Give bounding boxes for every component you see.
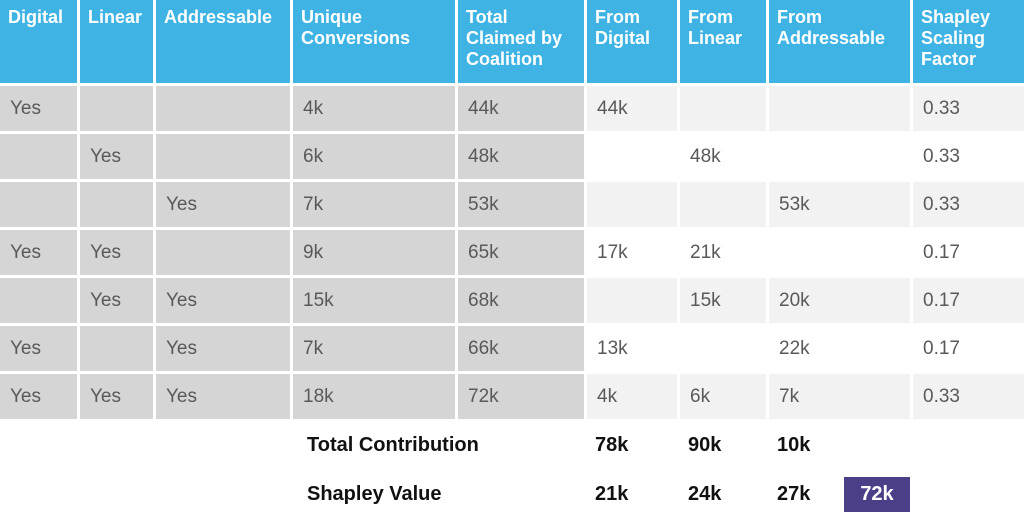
table-cell: 53k <box>458 182 584 227</box>
table-cell <box>769 134 910 179</box>
table-cell: Yes <box>156 326 290 371</box>
table-cell: Yes <box>80 278 153 323</box>
table-cell: 72k <box>458 374 584 419</box>
table-cell <box>156 230 290 275</box>
table-cell: 9k <box>293 230 455 275</box>
table-cell <box>680 182 766 227</box>
shapley-value-from-addressable-cell: 27k 72k <box>769 471 910 517</box>
table-cell: 0.17 <box>913 230 1024 275</box>
column-header-unique-conversions: Unique Conversions <box>293 0 455 83</box>
table-cell: 15k <box>680 278 766 323</box>
column-header-digital: Digital <box>0 0 77 83</box>
table-cell: 4k <box>587 374 677 419</box>
table-cell: 48k <box>680 134 766 179</box>
table-cell: 0.33 <box>913 182 1024 227</box>
table-cell: 0.17 <box>913 278 1024 323</box>
column-header-from-digital: From Digital <box>587 0 677 83</box>
shapley-value-label: Shapley Value <box>293 471 584 517</box>
table-cell <box>587 134 677 179</box>
table-cell <box>769 86 910 131</box>
table-cell: Yes <box>0 230 77 275</box>
column-header-total-claimed-by-coalition: Total Claimed by Coalition <box>458 0 584 83</box>
shapley-value-from-addressable: 27k <box>777 482 811 505</box>
table-cell <box>0 182 77 227</box>
table-cell: Yes <box>156 278 290 323</box>
table-cell: 20k <box>769 278 910 323</box>
table-cell: 21k <box>680 230 766 275</box>
table-cell: 68k <box>458 278 584 323</box>
table-cell <box>680 86 766 131</box>
table-cell <box>587 278 677 323</box>
table-cell: Yes <box>0 374 77 419</box>
table-cell <box>80 182 153 227</box>
table-cell: 0.17 <box>913 326 1024 371</box>
table-cell: 17k <box>587 230 677 275</box>
table-cell <box>80 326 153 371</box>
table-cell: Yes <box>80 230 153 275</box>
table-cell: Yes <box>0 86 77 131</box>
column-header-shapley-scaling-factor: Shapley Scaling Factor <box>913 0 1024 83</box>
column-header-addressable: Addressable <box>156 0 290 83</box>
table-cell: 6k <box>680 374 766 419</box>
table-cell: 44k <box>587 86 677 131</box>
table-cell <box>769 230 910 275</box>
table-cell: 4k <box>293 86 455 131</box>
table-cell: 13k <box>587 326 677 371</box>
column-header-from-addressable: From Addressable <box>769 0 910 83</box>
shapley-total-highlight: 72k <box>844 476 910 512</box>
shapley-value-from-digital: 21k <box>587 471 677 517</box>
column-header-linear: Linear <box>80 0 153 83</box>
table-cell <box>156 134 290 179</box>
table-cell: 48k <box>458 134 584 179</box>
table-cell: Yes <box>156 374 290 419</box>
table-cell: 18k <box>293 374 455 419</box>
total-contribution-from-addressable: 10k <box>769 422 910 468</box>
table-cell <box>0 278 77 323</box>
table-cell <box>80 86 153 131</box>
table-cell: 7k <box>293 182 455 227</box>
table-cell: 7k <box>769 374 910 419</box>
table-cell: Yes <box>80 374 153 419</box>
table-cell <box>680 326 766 371</box>
total-contribution-label: Total Contribution <box>293 422 584 468</box>
column-header-from-linear: From Linear <box>680 0 766 83</box>
table-cell: 66k <box>458 326 584 371</box>
table-cell: 15k <box>293 278 455 323</box>
table-cell: 44k <box>458 86 584 131</box>
total-contribution-from-linear: 90k <box>680 422 766 468</box>
table-cell <box>0 134 77 179</box>
table-cell: 6k <box>293 134 455 179</box>
table-cell: Yes <box>80 134 153 179</box>
table-cell: 22k <box>769 326 910 371</box>
table-cell: 0.33 <box>913 134 1024 179</box>
table-cell <box>587 182 677 227</box>
shapley-value-from-linear: 24k <box>680 471 766 517</box>
table-cell: 0.33 <box>913 86 1024 131</box>
table-cell <box>156 86 290 131</box>
table-cell: Yes <box>0 326 77 371</box>
total-contribution-from-digital: 78k <box>587 422 677 468</box>
table-cell: 65k <box>458 230 584 275</box>
table-cell: 0.33 <box>913 374 1024 419</box>
table-cell: Yes <box>156 182 290 227</box>
table-cell: 7k <box>293 326 455 371</box>
table-cell: 53k <box>769 182 910 227</box>
